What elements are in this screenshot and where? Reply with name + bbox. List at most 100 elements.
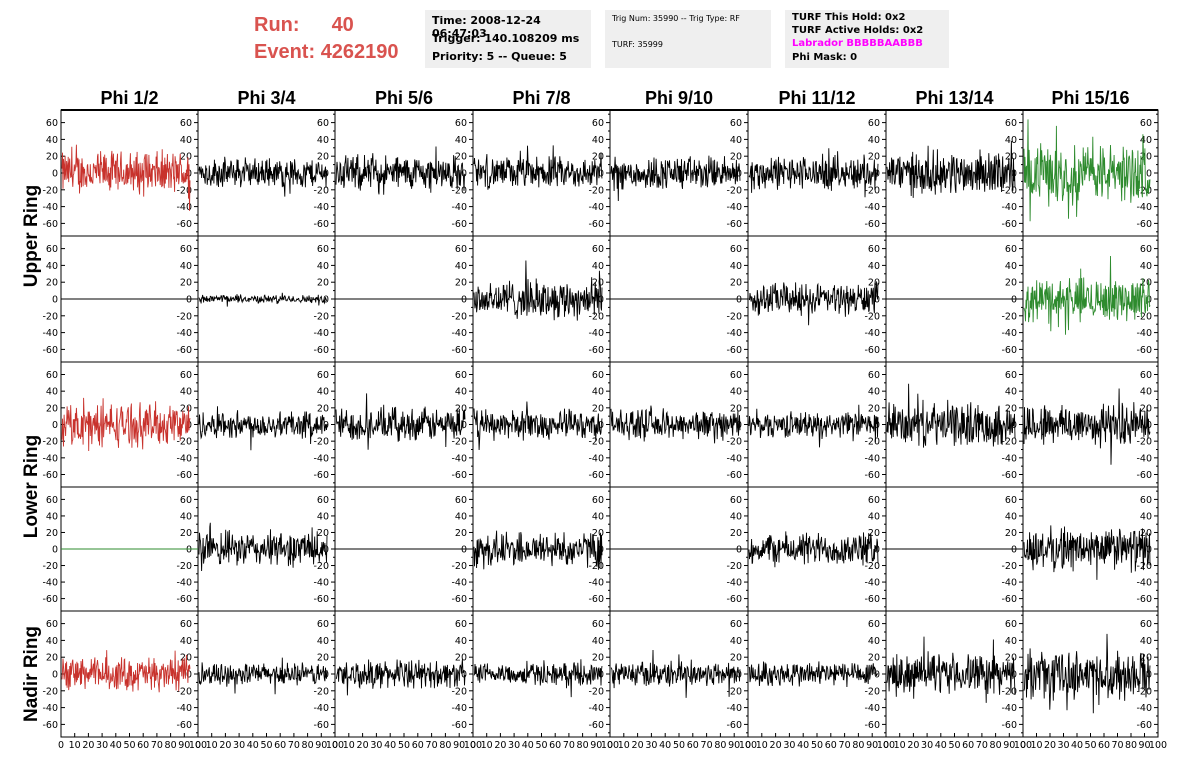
y-tick-label: -40 bbox=[726, 578, 742, 589]
y-tick-label: -40 bbox=[176, 328, 192, 339]
trigger-info-box: Time: 2008-12-24 06:47:03 Trigger: 140.1… bbox=[425, 10, 591, 68]
x-tick-label: 80 bbox=[714, 740, 726, 751]
ring-label: Nadir Ring bbox=[21, 626, 42, 722]
y-tick-label: -60 bbox=[588, 345, 604, 356]
x-tick-label: 80 bbox=[165, 740, 177, 751]
y-tick-label: -20 bbox=[451, 437, 467, 448]
y-tick-label-left: 60 bbox=[46, 244, 58, 255]
y-tick-label: -60 bbox=[313, 720, 329, 731]
y-tick-label: -60 bbox=[726, 594, 742, 605]
y-tick-label-left: 60 bbox=[46, 118, 58, 129]
run-line: Run: 40 bbox=[254, 12, 399, 39]
y-tick-label: -20 bbox=[451, 311, 467, 322]
x-tick-label: 0 bbox=[470, 740, 476, 751]
y-tick-label: 40 bbox=[1140, 511, 1152, 522]
y-tick-label: 40 bbox=[317, 511, 329, 522]
y-tick-label: 40 bbox=[180, 387, 192, 398]
y-tick-label: 20 bbox=[317, 528, 329, 539]
y-tick-label: 60 bbox=[1140, 619, 1152, 630]
x-tick-label: 0 bbox=[745, 740, 751, 751]
y-tick-label: -60 bbox=[1136, 594, 1152, 605]
y-tick-label: 20 bbox=[1005, 278, 1017, 289]
y-tick-label: -60 bbox=[726, 345, 742, 356]
y-tick-label: -60 bbox=[451, 345, 467, 356]
x-tick-label: 80 bbox=[852, 740, 864, 751]
y-tick-label: -20 bbox=[588, 437, 604, 448]
y-tick-label-left: 0 bbox=[52, 420, 58, 431]
y-tick-label: 0 bbox=[186, 295, 192, 306]
x-tick-label: 40 bbox=[110, 740, 122, 751]
y-tick-label: -20 bbox=[176, 686, 192, 697]
x-tick-label: 40 bbox=[522, 740, 534, 751]
x-tick-label: 100 bbox=[464, 740, 482, 751]
x-tick-label: 0 bbox=[1020, 740, 1026, 751]
x-tick-label: 0 bbox=[195, 740, 201, 751]
y-tick-label: -60 bbox=[588, 594, 604, 605]
y-tick-label: 40 bbox=[1005, 387, 1017, 398]
y-tick-label: -40 bbox=[451, 578, 467, 589]
y-tick-label: -60 bbox=[1001, 345, 1017, 356]
y-tick-label: 20 bbox=[592, 653, 604, 664]
x-tick-label: 40 bbox=[797, 740, 809, 751]
x-tick-label: 20 bbox=[907, 740, 919, 751]
labrador-text: Labrador BBBBBAABBB bbox=[792, 38, 923, 49]
y-tick-label: 60 bbox=[730, 370, 742, 381]
waveform-trace bbox=[335, 393, 466, 450]
x-tick-label: 70 bbox=[563, 740, 575, 751]
trig-num-text: Trig Num: 35990 -- Trig Type: RF bbox=[612, 14, 740, 23]
y-tick-label: -40 bbox=[313, 703, 329, 714]
x-tick-label: 60 bbox=[274, 740, 286, 751]
y-tick-label: -40 bbox=[864, 328, 880, 339]
y-tick-label: 0 bbox=[1146, 169, 1152, 180]
y-tick-label: -40 bbox=[1001, 453, 1017, 464]
y-tick-label: 20 bbox=[868, 278, 880, 289]
x-tick-label: 50 bbox=[1084, 740, 1096, 751]
trigger-text: Trigger: 140.108209 ms bbox=[432, 32, 580, 45]
y-tick-label: -40 bbox=[726, 202, 742, 213]
y-tick-label-left: -20 bbox=[42, 686, 58, 697]
y-tick-label: 20 bbox=[180, 528, 192, 539]
y-tick-label: 40 bbox=[868, 261, 880, 272]
y-tick-label: -60 bbox=[588, 720, 604, 731]
y-tick-label: -20 bbox=[1136, 437, 1152, 448]
x-tick-label: 50 bbox=[948, 740, 960, 751]
y-tick-label: 60 bbox=[317, 118, 329, 129]
y-tick-label: -20 bbox=[864, 185, 880, 196]
y-tick-label: 40 bbox=[1005, 261, 1017, 272]
x-tick-label: 100 bbox=[877, 740, 895, 751]
y-tick-label: 60 bbox=[1140, 118, 1152, 129]
waveform-trace bbox=[198, 156, 328, 197]
y-tick-label-left: 60 bbox=[46, 495, 58, 506]
y-tick-label: -20 bbox=[313, 311, 329, 322]
y-tick-label: 20 bbox=[730, 152, 742, 163]
y-tick-label: 20 bbox=[1140, 278, 1152, 289]
y-tick-label: -40 bbox=[1001, 703, 1017, 714]
y-tick-label: -40 bbox=[588, 202, 604, 213]
y-tick-label: 20 bbox=[592, 278, 604, 289]
y-tick-label-left: -40 bbox=[42, 703, 58, 714]
x-tick-label: 0 bbox=[883, 740, 889, 751]
y-tick-label: 20 bbox=[868, 528, 880, 539]
phi-header: Phi 15/16 bbox=[1051, 88, 1129, 108]
y-tick-label: -20 bbox=[726, 185, 742, 196]
waveform-trace bbox=[335, 146, 466, 195]
y-tick-label: 60 bbox=[592, 118, 604, 129]
event-label: Event: bbox=[254, 41, 316, 63]
y-tick-label: -20 bbox=[1001, 311, 1017, 322]
panel-frame bbox=[1022, 610, 1159, 738]
waveform-trace bbox=[1023, 525, 1151, 580]
y-tick-label-left: -40 bbox=[42, 578, 58, 589]
x-tick-label: 70 bbox=[839, 740, 851, 751]
y-tick-label-left: 0 bbox=[52, 670, 58, 681]
x-tick-label: 30 bbox=[921, 740, 933, 751]
x-tick-label: 0 bbox=[58, 740, 64, 751]
y-tick-label: -40 bbox=[864, 703, 880, 714]
x-tick-label: 90 bbox=[315, 740, 327, 751]
y-tick-label: 20 bbox=[317, 403, 329, 414]
y-tick-label: -60 bbox=[313, 345, 329, 356]
y-tick-label: -20 bbox=[726, 686, 742, 697]
x-tick-label: 10 bbox=[206, 740, 218, 751]
y-tick-label: -40 bbox=[313, 202, 329, 213]
x-tick-label: 70 bbox=[976, 740, 988, 751]
y-tick-label: -60 bbox=[313, 470, 329, 481]
